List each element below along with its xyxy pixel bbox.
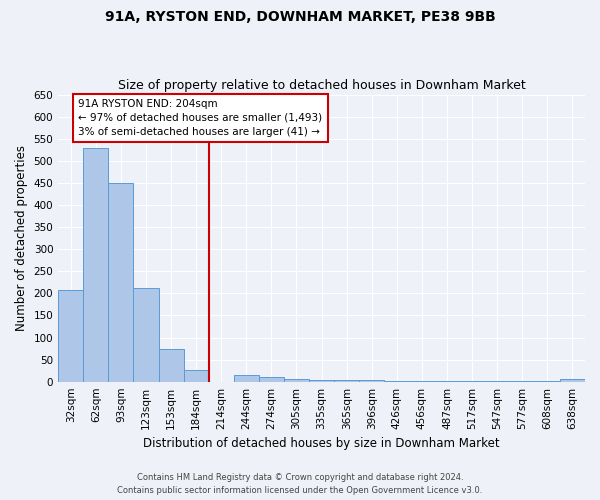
- Bar: [359, 380, 385, 382]
- Bar: [560, 378, 585, 382]
- Text: Contains HM Land Registry data © Crown copyright and database right 2024.
Contai: Contains HM Land Registry data © Crown c…: [118, 473, 482, 495]
- Bar: [309, 380, 334, 382]
- Bar: [284, 380, 309, 382]
- Bar: [460, 381, 485, 382]
- Bar: [234, 375, 259, 382]
- Text: 91A RYSTON END: 204sqm
← 97% of detached houses are smaller (1,493)
3% of semi-d: 91A RYSTON END: 204sqm ← 97% of detached…: [78, 99, 322, 137]
- Bar: [334, 380, 359, 382]
- X-axis label: Distribution of detached houses by size in Downham Market: Distribution of detached houses by size …: [143, 437, 500, 450]
- Bar: [535, 381, 560, 382]
- Title: Size of property relative to detached houses in Downham Market: Size of property relative to detached ho…: [118, 79, 526, 92]
- Bar: [184, 370, 209, 382]
- Bar: [434, 381, 460, 382]
- Bar: [158, 348, 184, 382]
- Bar: [510, 381, 535, 382]
- Bar: [58, 290, 83, 382]
- Bar: [485, 381, 510, 382]
- Bar: [109, 183, 133, 382]
- Text: 91A, RYSTON END, DOWNHAM MARKET, PE38 9BB: 91A, RYSTON END, DOWNHAM MARKET, PE38 9B…: [104, 10, 496, 24]
- Bar: [83, 148, 109, 382]
- Y-axis label: Number of detached properties: Number of detached properties: [15, 145, 28, 331]
- Bar: [133, 288, 158, 382]
- Bar: [409, 381, 434, 382]
- Bar: [385, 381, 409, 382]
- Bar: [259, 378, 284, 382]
